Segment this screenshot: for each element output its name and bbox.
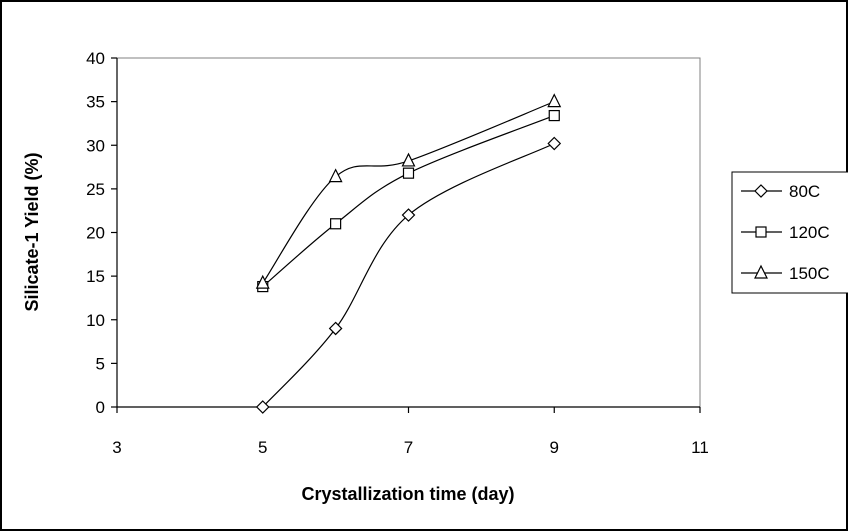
y-tick-label: 25 xyxy=(86,180,105,199)
legend-square-icon xyxy=(755,226,767,238)
series-line-150c xyxy=(262,101,555,284)
data-point-80c xyxy=(328,321,343,336)
data-point-80c xyxy=(255,400,270,414)
legend-entry-120c: 120C xyxy=(741,223,830,242)
legend-label-120c: 120C xyxy=(789,223,830,242)
y-tick-label: 20 xyxy=(86,224,105,243)
y-tick-label: 0 xyxy=(96,398,105,417)
y-tick-label: 35 xyxy=(86,93,105,112)
legend-label-150c: 150C xyxy=(789,264,830,283)
plot-area xyxy=(116,57,701,408)
data-point-150c xyxy=(328,168,343,183)
x-tick-label: 7 xyxy=(404,438,413,457)
y-axis-title: Silicate-1 Yield (%) xyxy=(22,152,42,311)
data-point-80c xyxy=(547,136,562,151)
y-tick-label: 5 xyxy=(96,354,105,373)
legend-entry-80c: 80C xyxy=(741,182,820,201)
legend: 80C 120C 150C xyxy=(731,171,848,294)
x-axis-title: Crystallization time (day) xyxy=(301,484,514,504)
series-lines xyxy=(262,101,555,408)
legend-square-marker xyxy=(755,226,767,238)
x-tick-label: 9 xyxy=(550,438,559,457)
data-markers xyxy=(255,93,562,414)
legend-entry-150c: 150C xyxy=(741,264,830,283)
legend-diamond-icon xyxy=(754,184,768,198)
data-point-80c xyxy=(401,208,416,222)
y-tick-label: 40 xyxy=(86,49,105,68)
y-tick-label: 10 xyxy=(86,311,105,330)
data-point-120c xyxy=(402,167,415,179)
y-tick-label: 15 xyxy=(86,267,105,286)
data-point-150c xyxy=(401,152,416,167)
x-tick-label: 11 xyxy=(691,438,709,457)
data-point-150c xyxy=(547,93,562,108)
x-tick-label: 5 xyxy=(258,438,267,457)
y-tick-label: 30 xyxy=(86,136,105,155)
data-point-150c xyxy=(255,274,270,289)
data-point-120c xyxy=(548,109,560,122)
legend-label-80c: 80C xyxy=(789,182,820,201)
x-tick-label: 3 xyxy=(112,438,121,457)
legend-diamond-marker xyxy=(754,184,768,198)
legend-triangle-marker xyxy=(754,264,768,279)
data-point-120c xyxy=(330,218,342,230)
series-line-120c xyxy=(262,115,555,288)
series-line-80c xyxy=(262,142,555,408)
legend-triangle-icon xyxy=(754,264,768,279)
